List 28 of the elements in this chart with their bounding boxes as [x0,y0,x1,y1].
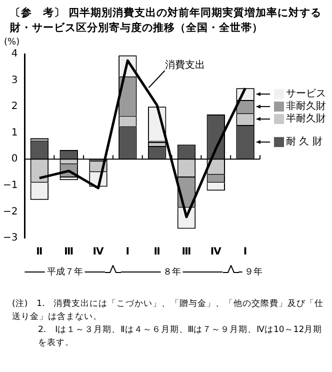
y-tick-label: 3 [11,74,18,86]
x-tick-label: Ⅱ [154,246,160,258]
x-tick-label: Ⅰ [126,246,130,258]
y-tick-label: 2 [11,101,18,112]
legend-label: サービス [286,88,326,100]
x-tick-label: Ⅲ [64,246,74,258]
y-tick-label: −3 [2,232,18,244]
legend-label: 非耐久財 [286,100,326,112]
text: 平成７年 [46,266,83,278]
y-tick-label: 1 [11,127,18,138]
chart-title: 〔参 考〕 四半期別消費支出の対前年同期実質増加率に対する財・サービス区分別寄与度の推移（全国・全世帯） [8,6,323,36]
text: (注) 1. 消費支出には「こづかい」、「贈与金」、「他の交際費」及び「仕送り金」は含まない。 [12,298,324,324]
y-tick-label: −2 [2,206,18,218]
text: ８年 [162,266,181,278]
legend-label: 半耐久財 [286,112,326,125]
x-tick-label: Ⅰ [243,246,248,258]
x-tick-label: Ⅱ [36,246,43,258]
y-tick-label: 0 [11,154,18,165]
text: 2. Ⅰは１～３月期、Ⅱは４～６月期、Ⅲは７～９月期、Ⅳは10～12月期を表す。 [37,324,324,350]
x-tick-label: Ⅳ [210,246,222,258]
x-tick-label: Ⅳ [92,246,104,258]
y-axis-title: (%) [4,37,20,48]
text: ９年 [244,266,262,278]
x-tick-label: Ⅲ [182,246,192,258]
legend-label: 耐 久 財 [286,136,322,148]
y-tick-label: 4 [11,48,18,60]
y-tick-label: −1 [2,180,18,192]
text: 消費支出 [164,59,205,72]
